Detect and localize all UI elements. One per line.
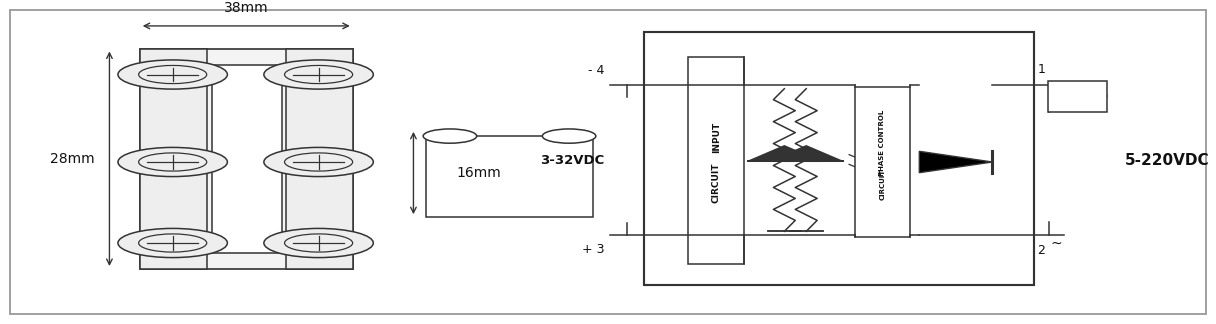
Text: ~: ~ (1051, 237, 1062, 251)
Circle shape (139, 153, 207, 171)
Bar (145, 155, 202, 170)
Circle shape (264, 147, 373, 177)
Circle shape (285, 234, 353, 252)
Text: - 4: - 4 (589, 64, 604, 77)
Bar (286, 49, 353, 269)
Bar (688, 57, 744, 264)
Bar (855, 87, 910, 237)
Text: CIRCUIT: CIRCUIT (711, 163, 721, 203)
Polygon shape (770, 146, 843, 161)
Text: 2: 2 (1037, 244, 1045, 257)
Text: ~: ~ (1051, 92, 1062, 106)
Circle shape (139, 234, 207, 252)
Text: 5-220VDC: 5-220VDC (1125, 153, 1210, 168)
Circle shape (118, 228, 227, 258)
Polygon shape (748, 146, 821, 161)
Bar (140, 49, 207, 269)
Bar (140, 49, 353, 269)
Circle shape (118, 60, 227, 89)
Circle shape (423, 129, 477, 143)
Bar (145, 235, 202, 251)
Text: 28mm: 28mm (50, 152, 95, 166)
Text: PHASE CONTROL: PHASE CONTROL (879, 110, 885, 176)
Bar (145, 67, 202, 82)
Bar (426, 136, 593, 217)
Text: 3-32VDC: 3-32VDC (540, 154, 604, 167)
Text: 38mm: 38mm (224, 1, 269, 15)
Circle shape (285, 65, 353, 84)
Text: LOAD: LOAD (1063, 91, 1092, 101)
Bar (212, 65, 282, 253)
Text: 1: 1 (1037, 63, 1045, 76)
Bar (1048, 81, 1107, 112)
Circle shape (118, 147, 227, 177)
Text: 16mm: 16mm (456, 166, 501, 180)
Text: + 3: + 3 (581, 243, 604, 256)
Circle shape (264, 228, 373, 258)
Bar (291, 155, 348, 170)
Text: INPUT: INPUT (711, 122, 721, 153)
Circle shape (139, 65, 207, 84)
Circle shape (264, 60, 373, 89)
Bar (644, 32, 1034, 285)
Text: CIRCUIT: CIRCUIT (879, 169, 885, 200)
Circle shape (542, 129, 596, 143)
Circle shape (285, 153, 353, 171)
Bar (291, 235, 348, 251)
Polygon shape (919, 151, 992, 173)
Bar (291, 67, 348, 82)
